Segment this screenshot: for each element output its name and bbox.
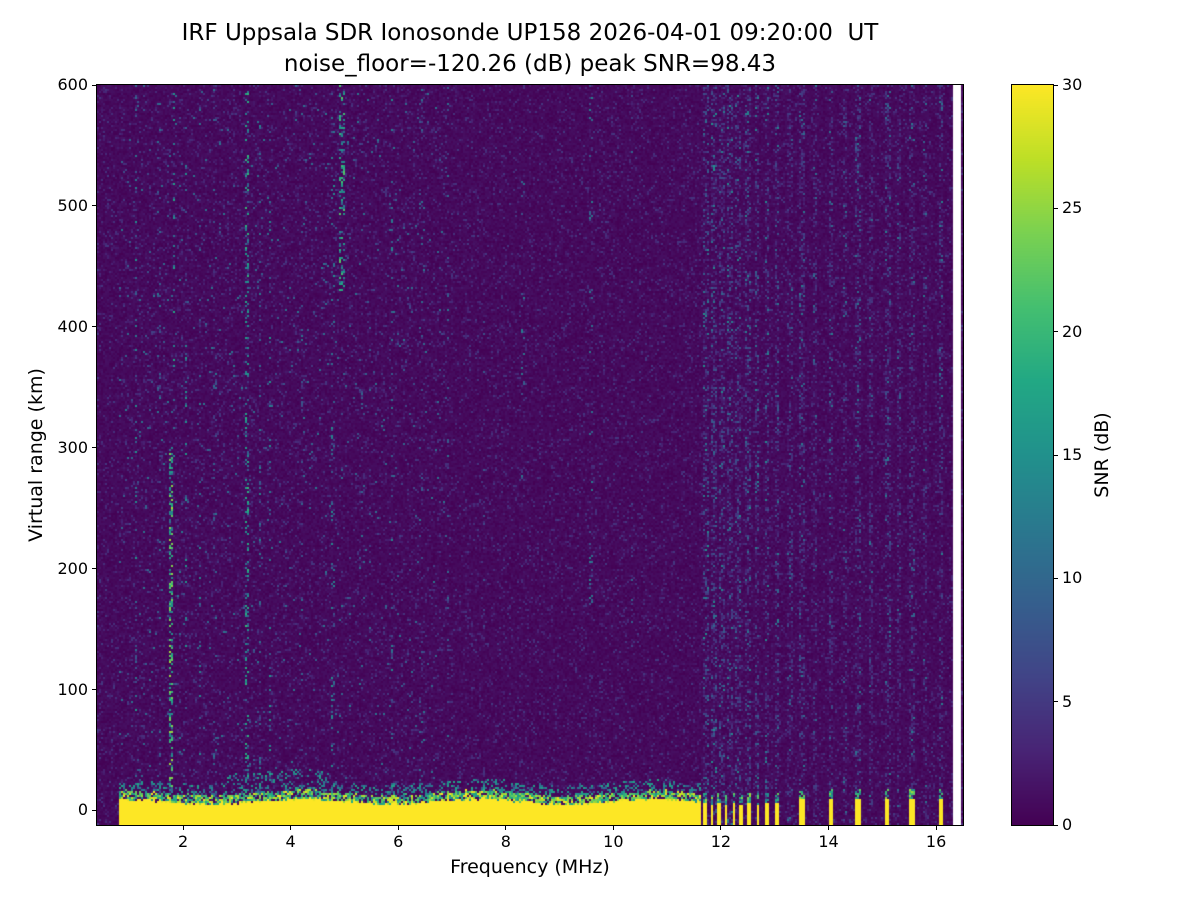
colorbar-tick-mark <box>1054 84 1058 86</box>
y-tick-label: 300 <box>57 437 88 457</box>
colorbar-tick-mark <box>1054 577 1058 579</box>
colorbar-tick-mark <box>1054 331 1058 333</box>
colorbar-tick-label: 10 <box>1062 568 1083 588</box>
y-tick-label: 500 <box>57 195 88 215</box>
x-tick-label: 6 <box>393 832 404 851</box>
y-tick-label: 100 <box>57 679 88 699</box>
x-axis-label: Frequency (MHz) <box>450 856 610 878</box>
colorbar-tick-mark <box>1054 701 1058 703</box>
colorbar-tick-mark <box>1054 454 1058 456</box>
x-tick-mark <box>828 826 830 830</box>
x-tick-label: 14 <box>818 832 839 851</box>
chart-title-line2: noise_floor=-120.26 (dB) peak SNR=98.43 <box>283 51 777 77</box>
x-tick-mark <box>397 826 399 830</box>
x-tick-mark <box>720 826 722 830</box>
y-tick-mark <box>92 205 96 207</box>
x-tick-label: 12 <box>710 832 732 851</box>
x-tick-mark <box>290 826 292 830</box>
colorbar-tick-label: 5 <box>1062 691 1073 711</box>
colorbar-label: SNR (dB) <box>1091 412 1113 498</box>
x-tick-label: 4 <box>285 832 296 851</box>
x-tick-label: 2 <box>177 832 189 851</box>
y-tick-mark <box>92 326 96 328</box>
y-tick-label: 400 <box>57 316 88 336</box>
colorbar-tick-label: 0 <box>1062 815 1073 834</box>
chart-title-line1: IRF Uppsala SDR Ionosonde UP158 2026-04-… <box>181 20 879 46</box>
y-tick-label: 600 <box>57 75 88 94</box>
y-tick-mark <box>92 447 96 449</box>
colorbar-tick-mark <box>1054 824 1058 826</box>
x-tick-mark <box>935 826 937 830</box>
y-tick-label: 200 <box>57 558 88 578</box>
x-tick-label: 16 <box>925 832 947 851</box>
colorbar-tick-label: 30 <box>1062 75 1083 94</box>
y-tick-mark <box>92 689 96 691</box>
y-tick-label: 0 <box>77 800 88 820</box>
x-tick-label: 8 <box>500 832 511 851</box>
colorbar-tick-mark <box>1054 207 1058 209</box>
x-tick-label: 10 <box>603 832 624 851</box>
y-tick-mark <box>92 84 96 86</box>
colorbar-tick-label: 15 <box>1062 445 1083 464</box>
y-tick-mark <box>92 568 96 570</box>
colorbar-gradient <box>1012 85 1053 825</box>
x-tick-mark <box>612 826 614 830</box>
x-tick-mark <box>505 826 507 830</box>
colorbar-tick-label: 20 <box>1062 321 1083 341</box>
y-tick-mark <box>92 809 96 811</box>
x-tick-mark <box>182 826 184 830</box>
ionogram-heatmap <box>97 85 963 825</box>
colorbar-tick-label: 25 <box>1062 198 1083 218</box>
